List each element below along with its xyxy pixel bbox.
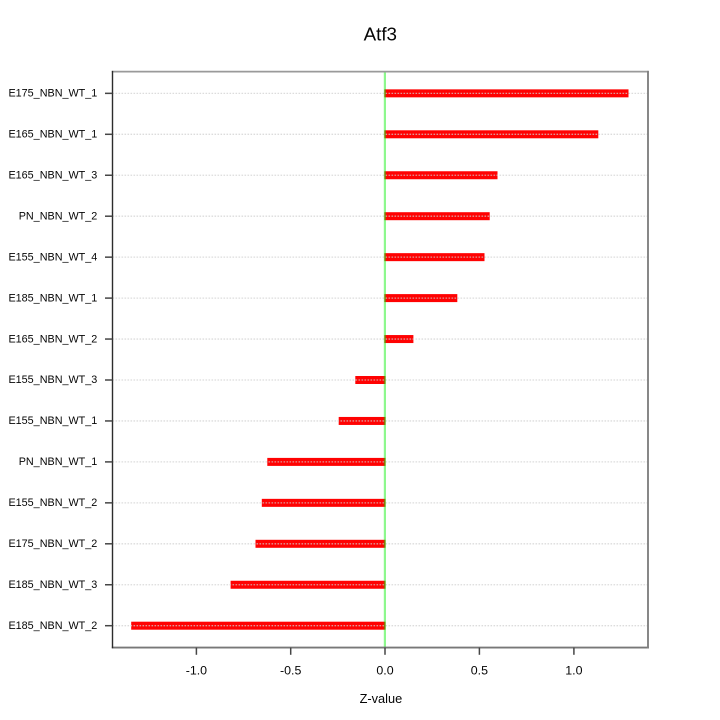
svg-text:PN_NBN_WT_2: PN_NBN_WT_2 <box>19 210 98 222</box>
svg-text:E165_NBN_WT_1: E165_NBN_WT_1 <box>8 129 97 141</box>
svg-text:-1.0: -1.0 <box>186 663 207 677</box>
svg-text:PN_NBN_WT_1: PN_NBN_WT_1 <box>19 456 98 468</box>
svg-text:E185_NBN_WT_1: E185_NBN_WT_1 <box>8 292 97 304</box>
svg-text:0.0: 0.0 <box>376 663 393 677</box>
svg-text:E165_NBN_WT_2: E165_NBN_WT_2 <box>8 333 97 345</box>
svg-text:E155_NBN_WT_2: E155_NBN_WT_2 <box>8 497 97 509</box>
svg-text:E155_NBN_WT_4: E155_NBN_WT_4 <box>8 251 97 263</box>
svg-text:1.0: 1.0 <box>565 663 582 677</box>
svg-text:-0.5: -0.5 <box>280 663 301 677</box>
svg-text:Z-value: Z-value <box>360 691 403 706</box>
svg-text:E165_NBN_WT_3: E165_NBN_WT_3 <box>8 169 97 181</box>
svg-text:E185_NBN_WT_3: E185_NBN_WT_3 <box>8 579 97 591</box>
svg-text:E175_NBN_WT_2: E175_NBN_WT_2 <box>8 538 97 550</box>
svg-text:E175_NBN_WT_1: E175_NBN_WT_1 <box>8 88 97 100</box>
svg-text:0.5: 0.5 <box>471 663 488 677</box>
svg-text:E185_NBN_WT_2: E185_NBN_WT_2 <box>8 620 97 632</box>
svg-text:E155_NBN_WT_3: E155_NBN_WT_3 <box>8 374 97 386</box>
svg-text:Atf3: Atf3 <box>364 23 397 44</box>
svg-text:E155_NBN_WT_1: E155_NBN_WT_1 <box>8 415 97 427</box>
